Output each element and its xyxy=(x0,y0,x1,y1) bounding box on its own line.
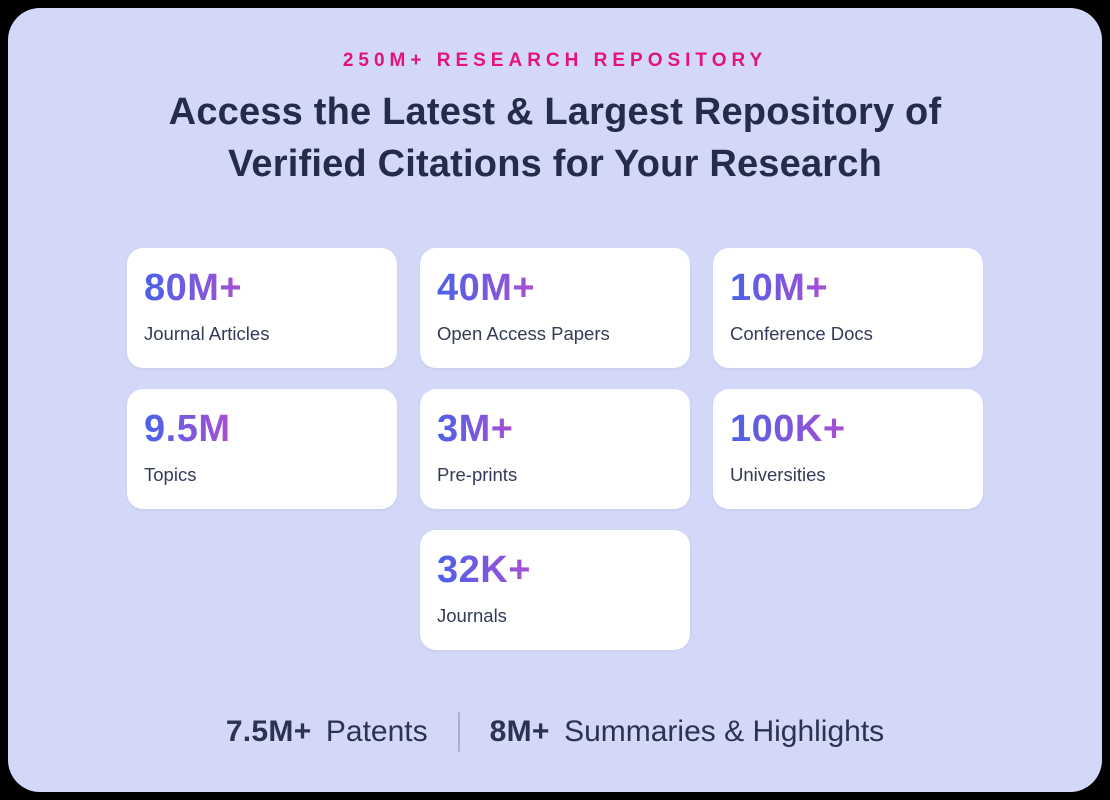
stat-label: Journals xyxy=(437,604,507,626)
footer-stat-patents: 7.5M+ Patents xyxy=(226,714,428,750)
stat-value: 80M+ xyxy=(144,267,243,309)
section-heading: Access the Latest & Largest Repository o… xyxy=(105,86,1005,190)
footer-stat-label: Patents xyxy=(325,715,428,748)
stats-grid: 80M+ Journal Articles 40M+ Open Access P… xyxy=(127,248,983,650)
heading-line-1: Access the Latest & Largest Repository o… xyxy=(168,91,942,133)
stat-card-pre-prints: 3M+ Pre-prints xyxy=(420,389,690,509)
stat-card-conference-docs: 10M+ Conference Docs xyxy=(713,248,983,368)
heading-line-2: Verified Citations for Your Research xyxy=(227,143,883,185)
footer-stat-value: 8M+ xyxy=(489,715,550,748)
eyebrow-label: 250M+ RESEARCH REPOSITORY xyxy=(342,50,768,71)
stat-value: 10M+ xyxy=(730,267,829,309)
stat-card-open-access-papers: 40M+ Open Access Papers xyxy=(420,248,690,368)
stat-card-journals: 32K+ Journals xyxy=(420,530,690,650)
footer-divider xyxy=(457,712,460,752)
stat-value: 32K+ xyxy=(437,549,531,591)
stat-label: Open Access Papers xyxy=(437,322,610,344)
stat-label: Universities xyxy=(730,463,826,485)
stat-card-topics: 9.5M Topics xyxy=(127,389,397,509)
stat-label: Topics xyxy=(144,463,197,485)
research-repository-panel: 250M+ RESEARCH REPOSITORY Access the Lat… xyxy=(8,8,1102,792)
stat-label: Pre-prints xyxy=(437,463,518,485)
stat-value: 40M+ xyxy=(437,267,536,309)
stat-card-universities: 100K+ Universities xyxy=(713,389,983,509)
footer-stat-summaries: 8M+ Summaries & Highlights xyxy=(490,714,885,750)
stat-card-journal-articles: 80M+ Journal Articles xyxy=(127,248,397,368)
stat-label: Journal Articles xyxy=(144,322,270,344)
footer-stat-label: Summaries & Highlights xyxy=(564,715,885,748)
stat-value: 9.5M xyxy=(144,408,231,450)
footer-stats: 7.5M+ Patents 8M+ Summaries & Highlights xyxy=(8,712,1102,752)
stat-value: 3M+ xyxy=(437,408,514,450)
stat-value: 100K+ xyxy=(730,408,846,450)
footer-stat-value: 7.5M+ xyxy=(225,715,312,748)
stat-label: Conference Docs xyxy=(730,322,873,344)
